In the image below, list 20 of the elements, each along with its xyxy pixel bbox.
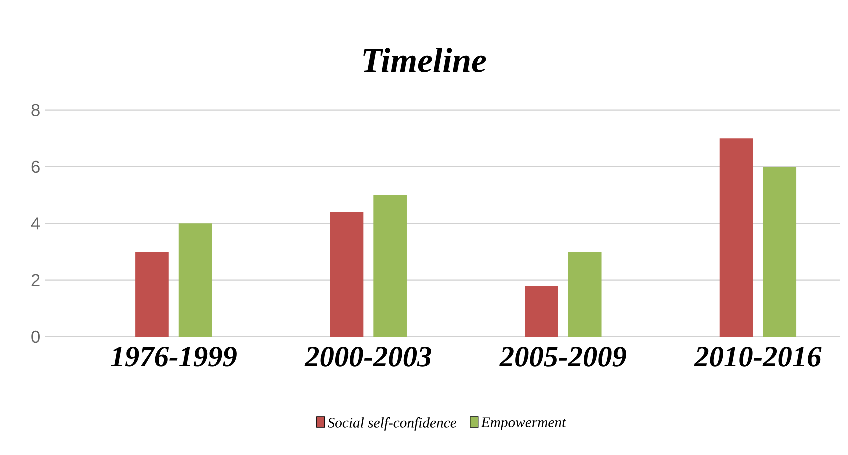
x-tick-label: 2005-2009	[500, 347, 626, 367]
legend-label: Social self-confidence	[328, 417, 457, 431]
bar	[763, 167, 797, 337]
x-tick-label: 2010-2016	[694, 347, 822, 367]
bar	[136, 252, 169, 337]
bar	[720, 138, 754, 337]
bar	[374, 195, 407, 337]
legend-label: Empowerment	[481, 418, 566, 430]
bar	[178, 224, 212, 337]
bar	[525, 286, 558, 337]
bar	[568, 252, 602, 337]
y-tick-label: 4	[31, 218, 40, 230]
y-tick-label: 8	[32, 104, 40, 116]
y-tick-label: 2	[32, 274, 40, 286]
bar	[330, 212, 364, 337]
chart-title: Timeline	[364, 48, 486, 73]
x-tick-label: 2000-2003	[304, 347, 432, 367]
y-tick-label: 6	[32, 160, 40, 174]
x-tick-label: 1976-1999	[111, 347, 237, 367]
y-tick-label: 0	[32, 330, 40, 344]
